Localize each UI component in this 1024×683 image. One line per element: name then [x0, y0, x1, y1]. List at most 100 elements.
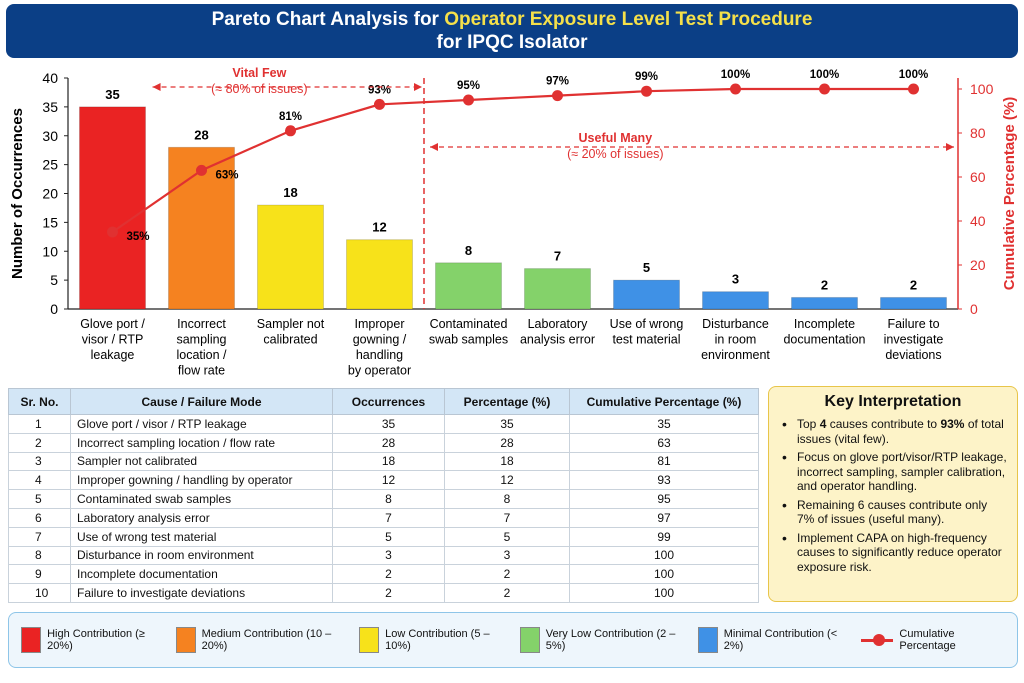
bar-value-label: 2	[910, 277, 917, 292]
cell-cumulative: 63	[569, 432, 759, 453]
key-interpretation-panel: Key Interpretation Top 4 causes contribu…	[768, 386, 1018, 602]
table-row: 7 Use of wrong test material 5 5 99	[8, 526, 759, 547]
cumulative-label: 95%	[457, 80, 480, 92]
key-point-4: Implement CAPA on high-frequency causes …	[779, 531, 1007, 575]
bar-value-label: 35	[105, 87, 119, 102]
y2-axis-title: Cumulative Percentage (%)	[1001, 97, 1018, 290]
cumulative-point	[819, 83, 830, 95]
cell-sr-no: 8	[8, 545, 71, 566]
bar	[791, 296, 858, 310]
bar	[880, 296, 947, 310]
cell-sr-no: 2	[8, 432, 71, 453]
cell-cause: Contaminated swab samples	[70, 489, 333, 509]
legend-item: Minimal Contribution (< 2%)	[697, 627, 847, 653]
cumulative-point	[196, 164, 207, 176]
cell-percentage: 35	[444, 414, 570, 434]
cell-cause: Failure to investigate deviations	[70, 583, 333, 603]
useful-many-subtitle: (≈ 20% of issues)	[567, 147, 663, 161]
cell-percentage: 28	[444, 432, 570, 453]
cell-cause: Use of wrong test material	[70, 526, 333, 547]
cell-percentage: 2	[444, 583, 570, 603]
key-point-2: Focus on glove port/visor/RTP leakage, i…	[779, 450, 1007, 494]
cell-sr-no: 10	[8, 583, 71, 603]
legend: High Contribution (≥ 20%) Medium Contribu…	[8, 612, 1018, 668]
cumulative-point	[641, 85, 652, 97]
cell-cause: Incomplete documentation	[70, 564, 333, 585]
x-tick-label: deviations	[885, 348, 941, 362]
bar	[435, 262, 502, 310]
cell-occurrences: 35	[332, 414, 445, 434]
useful-many-label: Useful Many	[579, 131, 653, 145]
bar-value-label: 28	[194, 127, 208, 142]
col-header-cause: Cause / Failure Mode	[70, 388, 333, 415]
cumulative-label: 100%	[899, 69, 928, 81]
x-tick-label: test material	[612, 333, 680, 347]
y-tick-label: 20	[42, 186, 58, 202]
table-row: 2 Incorrect sampling location / flow rate…	[8, 432, 759, 453]
table-header-row: Sr. No. Cause / Failure Mode Occurrences…	[8, 388, 759, 415]
cell-cause: Glove port / visor / RTP leakage	[70, 414, 333, 434]
cell-sr-no: 9	[8, 564, 71, 585]
cumulative-point	[374, 98, 385, 110]
x-tick-label: analysis error	[520, 333, 595, 347]
x-tick-label: by operator	[348, 364, 411, 378]
cell-cumulative: 97	[569, 507, 759, 528]
y2-tick-label: 20	[970, 257, 986, 273]
bar	[702, 291, 769, 310]
y2-tick-label: 80	[970, 125, 986, 141]
x-tick-label: calibrated	[263, 333, 317, 347]
bar-value-label: 12	[372, 220, 386, 235]
table-row: 5 Contaminated swab samples 8 8 95	[8, 489, 759, 509]
cumulative-label: 93%	[368, 84, 391, 96]
y2-tick-label: 0	[970, 301, 978, 317]
legend-swatch	[175, 627, 196, 653]
cell-occurrences: 12	[332, 470, 445, 491]
legend-label: Very Low Contribution (2 – 5%)	[545, 628, 676, 652]
x-tick-label: environment	[701, 348, 770, 362]
cell-cumulative: 100	[569, 564, 759, 585]
cell-sr-no: 5	[8, 489, 71, 509]
bar	[613, 279, 680, 310]
y-tick-label: 25	[42, 157, 58, 173]
x-tick-label: Sampler not	[257, 317, 325, 331]
cell-cumulative: 93	[569, 470, 759, 491]
y-tick-label: 5	[50, 272, 58, 288]
legend-swatch	[697, 627, 718, 653]
x-tick-label: swab samples	[429, 333, 508, 347]
x-tick-label: investigate	[884, 333, 944, 347]
legend-item: High Contribution (≥ 20%)	[21, 627, 162, 653]
bar-value-label: 8	[465, 243, 472, 258]
table-row: 3 Sampler not calibrated 18 18 81	[8, 451, 759, 472]
cumulative-label: 35%	[127, 231, 150, 243]
x-tick-label: Incomplete	[794, 317, 855, 331]
y-tick-label: 35	[42, 99, 58, 115]
x-tick-label: location /	[176, 348, 227, 362]
bar-value-label: 7	[554, 249, 561, 264]
x-tick-label: sampling	[176, 333, 226, 347]
y-tick-label: 40	[42, 70, 58, 86]
cell-cumulative: 100	[569, 583, 759, 603]
key-point-1-text-b: causes contribute to	[826, 417, 941, 431]
x-tick-label: Failure to	[887, 317, 939, 331]
cumulative-point	[107, 226, 118, 238]
cumulative-label: 81%	[279, 111, 302, 123]
y2-tick-label: 40	[970, 213, 986, 229]
x-tick-label: in room	[715, 333, 757, 347]
chart-title-line1: Pareto Chart Analysis for Operator Expos…	[212, 8, 813, 31]
y2-tick-label: 60	[970, 169, 986, 185]
cell-percentage: 18	[444, 451, 570, 472]
cumulative-label: 97%	[546, 76, 569, 88]
cell-occurrences: 2	[332, 583, 445, 603]
x-tick-label: Contaminated	[430, 317, 508, 331]
x-tick-label: Disturbance	[702, 317, 769, 331]
cell-occurrences: 18	[332, 451, 445, 472]
cell-cumulative: 81	[569, 451, 759, 472]
x-tick-label: handling	[356, 348, 403, 362]
bar	[79, 106, 146, 310]
arrow-head-right	[414, 83, 422, 91]
cumulative-line	[111, 87, 914, 233]
arrow-head-left	[430, 143, 438, 151]
cell-cause: Improper gowning / handling by operator	[70, 470, 333, 491]
x-tick-label: gowning /	[353, 333, 407, 347]
key-point-1-count: 4	[819, 417, 827, 431]
